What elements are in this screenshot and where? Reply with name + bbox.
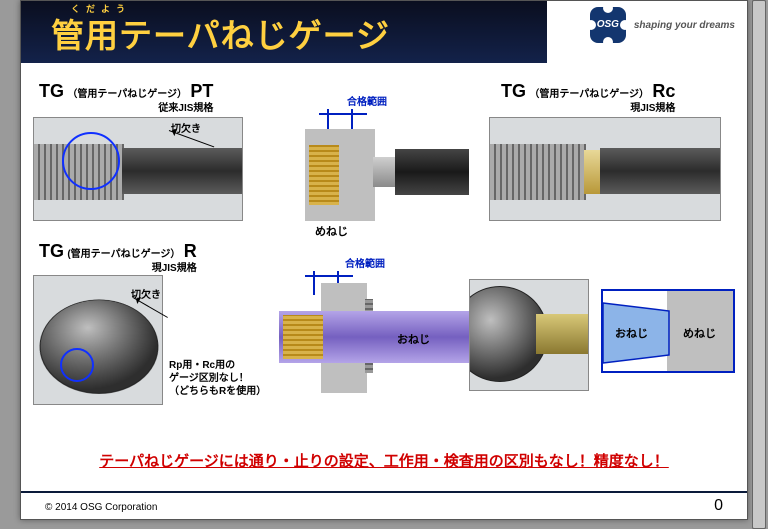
diagram-thread-section: おねじ めねじ <box>601 289 735 373</box>
osg-logo: OSG <box>590 7 626 43</box>
caption-internal: めねじ <box>315 223 348 239</box>
note-r-rp-rc: Rp用・Rc用の ゲージ区別なし！ （どちらもRを使用） <box>169 359 266 398</box>
caption-range-1: 合格範囲 <box>347 93 387 108</box>
label-tg-r: TG (管用テーパねじゲージ） R 現JIS規格 <box>39 241 197 275</box>
photo-tg-rc <box>489 117 721 221</box>
caption-section-left: おねじ <box>615 325 648 341</box>
photo-ring-gauge <box>469 279 589 391</box>
logo-text: OSG <box>590 7 626 43</box>
caption-range-2: 合格範囲 <box>345 255 385 270</box>
caption-section-right: めねじ <box>683 325 716 341</box>
slide-page: くだよう 管用テーパねじゲージ OSG shaping your dreams … <box>20 0 748 520</box>
diagram-external-thread: 合格範囲 おねじ <box>279 255 479 405</box>
notch-circle-icon <box>60 348 94 382</box>
footer-page-number: 0 <box>714 497 723 515</box>
summary-red-text: テーパねじゲージには通り・止りの設定、工作用・検査用の区別もなし！精度なし！ <box>41 450 727 471</box>
scrollbar-thumb[interactable] <box>752 0 766 529</box>
slide-title: 管用テーパねじゲージ <box>51 9 390 57</box>
brand-slogan: shaping your dreams <box>634 20 735 31</box>
slide-footer: © 2014 OSG Corporation 0 <box>21 491 747 519</box>
caption-external: おねじ <box>397 331 430 347</box>
notch-circle-icon <box>62 132 120 190</box>
photo-tg-pt <box>33 117 243 221</box>
label-tg-pt: TG （管用テーパねじゲージ） PT 従来JIS規格 <box>39 81 213 115</box>
pdf-viewer: くだよう 管用テーパねじゲージ OSG shaping your dreams … <box>0 0 768 529</box>
brand-logo-wrap: OSG shaping your dreams <box>590 7 735 43</box>
slide-body: TG （管用テーパねじゲージ） PT 従来JIS規格 切欠き 合格範囲 <box>21 63 747 473</box>
footer-copyright: © 2014 OSG Corporation <box>45 502 157 513</box>
diagram-internal-thread: 合格範囲 めねじ <box>269 93 469 233</box>
label-tg-rc: TG （管用テーパねじゲージ） Rc 現JIS規格 <box>501 81 675 115</box>
